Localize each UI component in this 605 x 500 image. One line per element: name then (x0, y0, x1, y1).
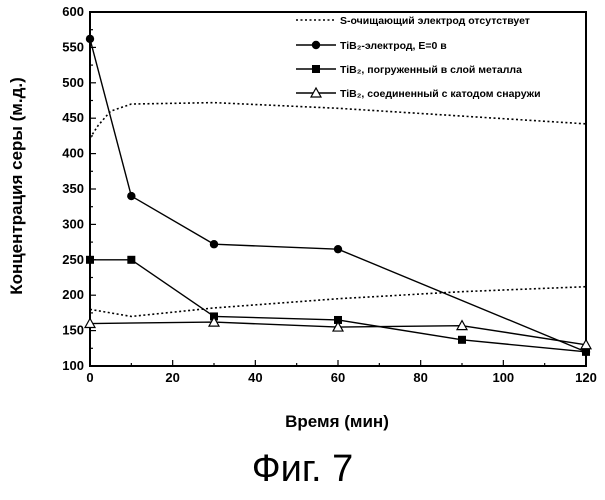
y-tick-label: 150 (62, 323, 84, 338)
x-tick-label: 40 (248, 370, 262, 385)
data-point-square (127, 256, 135, 264)
y-tick-label: 350 (62, 181, 84, 196)
x-tick-label: 80 (413, 370, 427, 385)
data-point-circle (312, 41, 320, 49)
y-tick-label: 500 (62, 75, 84, 90)
legend-entry-3: TiB₂, соединенный с катодом снаружи (296, 88, 541, 100)
y-tick-label: 200 (62, 287, 84, 302)
y-tick-label: 250 (62, 252, 84, 267)
x-tick-label: 20 (165, 370, 179, 385)
series-line (90, 260, 586, 352)
y-axis-title: Концентрация серы (м.д.) (7, 77, 26, 295)
x-tick-label: 120 (575, 370, 597, 385)
series-0 (90, 103, 586, 138)
y-tick-label: 100 (62, 358, 84, 373)
legend-label: TiB₂, соединенный с катодом снаружи (340, 88, 541, 100)
data-point-circle (86, 35, 94, 43)
series-2 (86, 35, 590, 356)
legend: S-очищающий электрод отсутствует TiB₂-эле… (296, 15, 541, 100)
series-line (90, 103, 586, 138)
series-1 (90, 287, 586, 317)
y-tick-label: 300 (62, 216, 84, 231)
data-point-square (458, 336, 466, 344)
legend-entry-2: TiB₂, погруженный в слой металла (296, 64, 522, 76)
legend-label: TiB₂-электрод, E=0 в (340, 40, 447, 52)
y-tick-label: 600 (62, 4, 84, 19)
line-chart: 0 20 40 60 80 100 120 100 150 200 250 300 350 400 450 5… (0, 0, 605, 445)
legend-entry-0: S-очищающий электрод отсутствует (296, 15, 530, 27)
x-tick-label: 100 (492, 370, 514, 385)
x-axis-title: Время (мин) (285, 412, 389, 431)
series-layer (85, 35, 591, 356)
x-tick-label: 0 (86, 370, 93, 385)
x-tick-label: 60 (331, 370, 345, 385)
data-point-square (86, 256, 94, 264)
series-3 (86, 256, 590, 356)
y-tick-label: 450 (62, 110, 84, 125)
legend-label: TiB₂, погруженный в слой металла (340, 64, 522, 76)
legend-entry-1: TiB₂-электрод, E=0 в (296, 40, 447, 52)
data-point-circle (127, 192, 135, 200)
data-point-square (312, 65, 320, 73)
legend-label: S-очищающий электрод отсутствует (340, 15, 530, 27)
figure-label: Фиг. 7 (0, 448, 605, 491)
axes: 0 20 40 60 80 100 120 100 150 200 250 300 350 400 450 5… (62, 4, 597, 385)
series-line (90, 39, 586, 352)
data-point-circle (334, 245, 342, 253)
series-line (90, 287, 586, 317)
y-tick-label: 400 (62, 146, 84, 161)
data-point-circle (210, 240, 218, 248)
y-tick-label: 550 (62, 39, 84, 54)
